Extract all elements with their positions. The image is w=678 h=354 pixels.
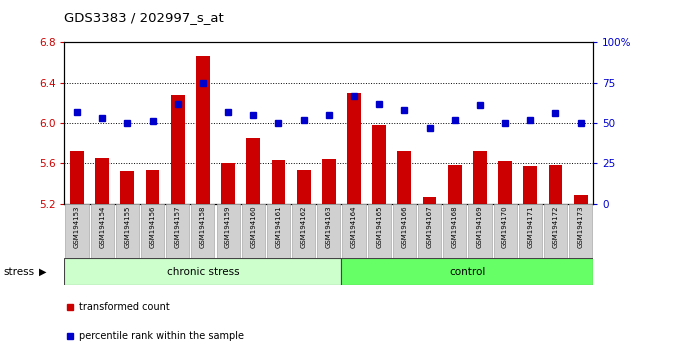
FancyBboxPatch shape — [141, 204, 164, 258]
Text: GSM194172: GSM194172 — [553, 205, 559, 248]
Bar — [121, 171, 134, 204]
FancyBboxPatch shape — [317, 204, 340, 258]
Text: GSM194167: GSM194167 — [426, 205, 433, 248]
Bar — [447, 165, 462, 204]
Bar — [422, 196, 437, 204]
Bar — [473, 151, 487, 204]
Bar — [271, 160, 285, 204]
FancyBboxPatch shape — [367, 204, 391, 258]
FancyBboxPatch shape — [569, 204, 593, 258]
Text: GSM194158: GSM194158 — [200, 205, 206, 248]
Text: GDS3383 / 202997_s_at: GDS3383 / 202997_s_at — [64, 11, 224, 24]
FancyBboxPatch shape — [166, 204, 189, 258]
Bar — [322, 159, 336, 204]
Text: GSM194159: GSM194159 — [225, 205, 231, 248]
Bar — [246, 138, 260, 204]
Text: GSM194173: GSM194173 — [578, 205, 584, 248]
Text: GSM194165: GSM194165 — [376, 205, 382, 248]
FancyBboxPatch shape — [64, 258, 342, 285]
Text: GSM194154: GSM194154 — [99, 205, 105, 247]
Bar — [549, 165, 563, 204]
FancyBboxPatch shape — [216, 204, 240, 258]
Bar — [196, 56, 210, 204]
FancyBboxPatch shape — [191, 204, 214, 258]
Text: percentile rank within the sample: percentile rank within the sample — [79, 331, 244, 341]
Bar — [95, 158, 109, 204]
Text: GSM194166: GSM194166 — [401, 205, 407, 248]
Text: GSM194169: GSM194169 — [477, 205, 483, 248]
FancyBboxPatch shape — [292, 204, 315, 258]
Text: GSM194168: GSM194168 — [452, 205, 458, 248]
FancyBboxPatch shape — [65, 204, 89, 258]
Text: GSM194161: GSM194161 — [275, 205, 281, 248]
Bar — [221, 163, 235, 204]
Bar — [70, 151, 84, 204]
Bar — [171, 95, 184, 204]
Text: GSM194160: GSM194160 — [250, 205, 256, 248]
Text: GSM194170: GSM194170 — [502, 205, 508, 248]
Text: GSM194156: GSM194156 — [150, 205, 155, 248]
Text: transformed count: transformed count — [79, 302, 170, 312]
Text: ▶: ▶ — [39, 267, 47, 277]
FancyBboxPatch shape — [393, 204, 416, 258]
Text: chronic stress: chronic stress — [167, 267, 239, 277]
FancyBboxPatch shape — [468, 204, 492, 258]
Text: stress: stress — [3, 267, 35, 277]
Bar — [146, 170, 159, 204]
Bar — [397, 151, 412, 204]
Text: GSM194157: GSM194157 — [175, 205, 181, 248]
Bar — [574, 195, 588, 204]
Text: GSM194163: GSM194163 — [326, 205, 332, 248]
Text: GSM194171: GSM194171 — [527, 205, 534, 248]
FancyBboxPatch shape — [342, 204, 365, 258]
Bar — [347, 93, 361, 204]
FancyBboxPatch shape — [544, 204, 567, 258]
FancyBboxPatch shape — [91, 204, 114, 258]
FancyBboxPatch shape — [418, 204, 441, 258]
FancyBboxPatch shape — [267, 204, 290, 258]
Text: control: control — [449, 267, 485, 277]
Bar — [372, 125, 386, 204]
FancyBboxPatch shape — [494, 204, 517, 258]
FancyBboxPatch shape — [519, 204, 542, 258]
FancyBboxPatch shape — [342, 258, 593, 285]
Text: GSM194164: GSM194164 — [351, 205, 357, 248]
Bar — [523, 166, 537, 204]
FancyBboxPatch shape — [241, 204, 265, 258]
Bar — [297, 170, 311, 204]
Text: GSM194162: GSM194162 — [300, 205, 306, 248]
FancyBboxPatch shape — [443, 204, 466, 258]
Text: GSM194153: GSM194153 — [74, 205, 80, 248]
FancyBboxPatch shape — [116, 204, 139, 258]
Bar — [498, 161, 512, 204]
Text: GSM194155: GSM194155 — [124, 205, 130, 247]
